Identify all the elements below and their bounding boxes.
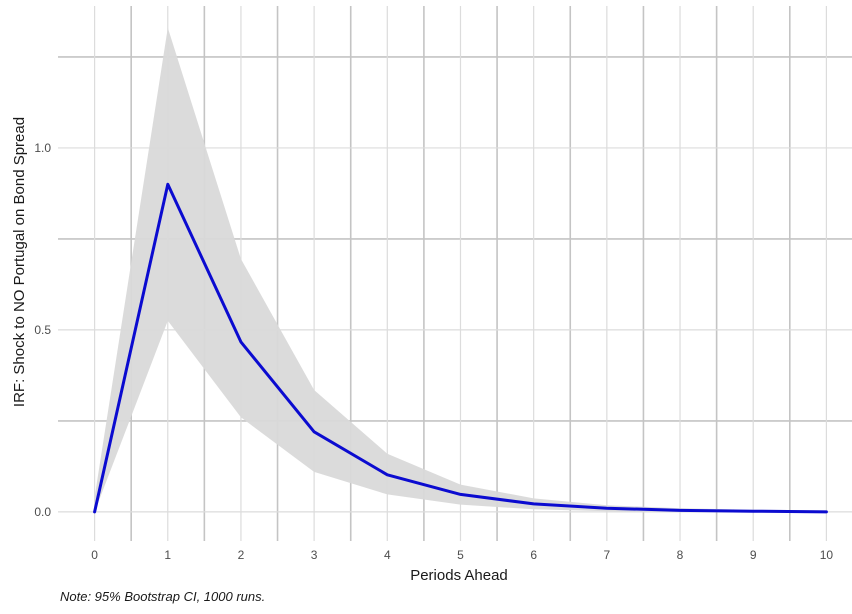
x-tick-label: 10 (820, 548, 834, 562)
y-tick-label: 0.5 (34, 323, 51, 337)
x-tick-label: 1 (164, 548, 171, 562)
x-tick-label: 8 (677, 548, 684, 562)
y-tick-label: 0.0 (34, 505, 51, 519)
ci-ribbon (94, 27, 827, 513)
chart-caption: Note: 95% Bootstrap CI, 1000 runs. (60, 589, 265, 604)
y-axis-title: IRF: Shock to NO Portugal on Bond Spread (11, 117, 28, 407)
tick-labels: 0 1 2 3 4 5 6 7 8 9 10 0.0 0.5 1.0 (34, 141, 833, 562)
x-axis-title: Periods Ahead (410, 567, 508, 584)
irf-series-line (93, 182, 828, 514)
irf-line (93, 182, 828, 514)
x-tick-label: 6 (530, 548, 537, 562)
confidence-band (94, 27, 827, 513)
x-tick-label: 4 (384, 548, 391, 562)
x-tick-label: 9 (750, 548, 757, 562)
x-tick-label: 3 (311, 548, 318, 562)
y-tick-label: 1.0 (34, 141, 51, 155)
x-tick-label: 2 (238, 548, 245, 562)
x-tick-label: 0 (91, 548, 98, 562)
x-tick-label: 7 (604, 548, 611, 562)
x-tick-label: 5 (457, 548, 464, 562)
